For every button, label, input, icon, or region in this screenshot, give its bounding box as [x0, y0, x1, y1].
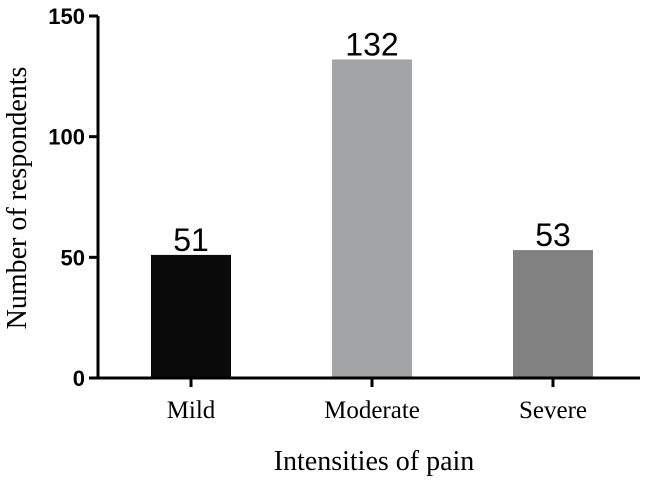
x-axis-title: Intensities of pain	[274, 446, 475, 477]
data-label-mild: 51	[173, 222, 209, 258]
bar-mild	[151, 254, 231, 378]
y-tick-label-50: 50	[61, 245, 85, 270]
y-tick-label-100: 100	[48, 125, 85, 150]
bar-moderate	[332, 59, 412, 378]
y-tick-label-0: 0	[73, 366, 85, 391]
data-label-moderate: 132	[345, 26, 398, 62]
y-tick-label-150: 150	[48, 4, 85, 29]
bars-group	[151, 59, 593, 378]
x-tick-label-mild: Mild	[167, 397, 216, 424]
data-label-severe: 53	[535, 217, 571, 253]
x-tick-label-moderate: Moderate	[324, 397, 420, 424]
data-labels-group: 51 132 53	[173, 26, 571, 257]
y-axis-title: Number of respondents	[2, 67, 33, 330]
bar-severe	[513, 250, 593, 378]
x-tick-label-severe: Severe	[519, 397, 587, 424]
y-axis: 0 50 100 150	[48, 4, 100, 391]
x-axis: Mild Moderate Severe	[96, 376, 640, 424]
